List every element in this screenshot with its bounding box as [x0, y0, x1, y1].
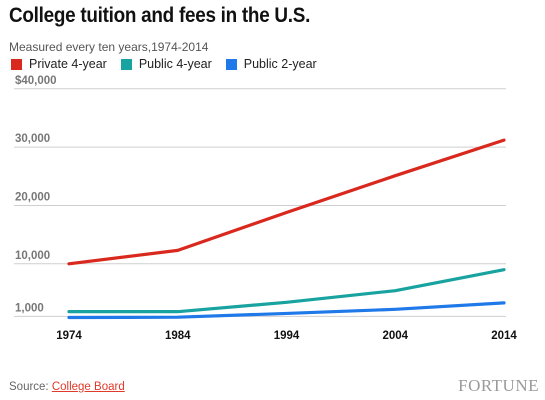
- y-tick-label: $40,000: [15, 75, 57, 87]
- series-line: [67, 268, 506, 314]
- series-line: [67, 301, 506, 320]
- legend-item-public-2-year: Public 2-year: [225, 57, 317, 71]
- legend-label-private-4-year: Private 4-year: [29, 57, 107, 71]
- legend-label-public-4-year: Public 4-year: [138, 57, 212, 71]
- y-tick-label: 30,000: [15, 133, 50, 145]
- x-tick-label: 1984: [165, 330, 191, 342]
- legend-swatch-public-4-year: [120, 58, 132, 70]
- legend-item-public-4-year: Public 4-year: [120, 57, 212, 71]
- y-tick-label: 20,000: [15, 191, 50, 203]
- legend: Private 4-year Public 4-year Public 2-ye…: [11, 57, 317, 71]
- x-tick-label: 2004: [382, 330, 408, 342]
- x-tick-label: 2014: [491, 330, 517, 342]
- series-line: [67, 138, 506, 266]
- source-credit: Source: College Board: [9, 381, 125, 393]
- x-tick-label: 1974: [56, 330, 82, 342]
- y-tick-label: 10,000: [15, 250, 50, 262]
- source-label: Source:: [9, 381, 52, 393]
- fortune-logo: FORTUNE: [458, 376, 539, 395]
- chart-title: College tuition and fees in the U.S.: [9, 4, 311, 27]
- x-tick-label: 1994: [274, 330, 300, 342]
- legend-item-private-4-year: Private 4-year: [11, 57, 107, 71]
- legend-label-public-2-year: Public 2-year: [243, 57, 317, 71]
- legend-swatch-private-4-year: [11, 58, 22, 70]
- chart-subtitle: Measured every ten years,1974-2014: [9, 40, 209, 54]
- legend-swatch-public-2-year: [225, 58, 237, 70]
- source-link[interactable]: College Board: [51, 381, 125, 393]
- y-tick-label: 1,000: [15, 302, 44, 314]
